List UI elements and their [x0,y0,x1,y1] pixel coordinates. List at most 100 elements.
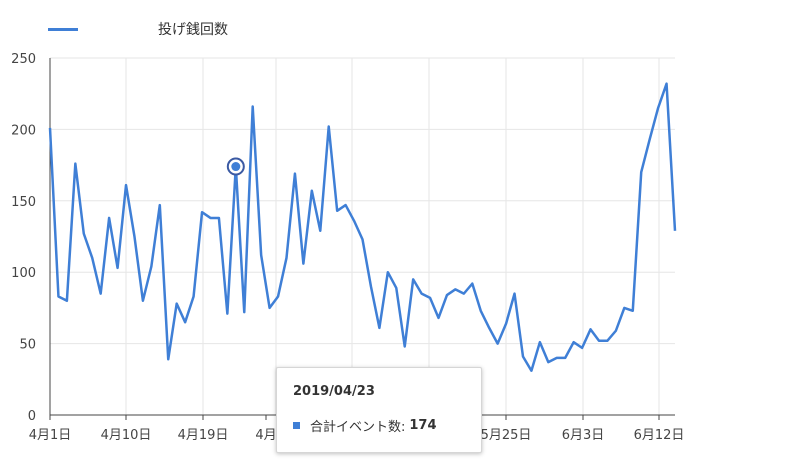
x-tick-label: 6月3日 [562,428,605,443]
data-point[interactable] [470,282,474,286]
data-point[interactable] [563,356,567,360]
y-tick-label: 50 [19,338,36,353]
x-tick-label: 4月19日 [178,428,229,443]
x-tick-label: 4月 [255,428,276,443]
data-point[interactable] [361,237,365,241]
data-point[interactable] [614,329,618,333]
tooltip-value: 174 [409,418,437,433]
tooltip-series-swatch-icon [293,422,300,429]
data-point[interactable] [166,357,170,361]
data-point[interactable] [580,346,584,350]
data-point[interactable] [445,293,449,297]
data-point[interactable] [411,277,415,281]
data-point[interactable] [276,294,280,298]
data-point[interactable] [589,327,593,331]
data-point[interactable] [386,270,390,274]
y-tick-label: 150 [11,195,36,210]
data-point[interactable] [394,286,398,290]
data-point[interactable] [310,189,314,193]
data-point[interactable] [335,209,339,213]
data-point[interactable] [208,216,212,220]
data-point[interactable] [192,294,196,298]
data-point[interactable] [200,210,204,214]
x-axis-ticks: 4月1日 4月10日 4月19日 4月 5月25日 6月3日 6月12日 [29,415,685,443]
data-point[interactable] [268,306,272,310]
data-point[interactable] [648,137,652,141]
legend-label: 投げ銭回数 [158,22,228,38]
data-point[interactable] [496,342,500,346]
y-tick-label: 100 [11,266,36,281]
highlight-marker[interactable] [226,157,245,176]
data-point[interactable] [529,369,533,373]
data-point[interactable] [622,306,626,310]
data-point[interactable] [597,339,601,343]
data-point[interactable] [284,256,288,260]
data-point[interactable] [175,302,179,306]
x-tick-label: 6月12日 [634,428,685,443]
data-point[interactable] [217,216,221,220]
data-point[interactable] [369,284,373,288]
data-point[interactable] [546,360,550,364]
data-point[interactable] [183,320,187,324]
data-point[interactable] [377,326,381,330]
data-point[interactable] [453,287,457,291]
data-point[interactable] [259,253,263,257]
tooltip-label: 合計イベント数: [310,420,406,435]
tooltip: 2019/04/23 合計イベント数: 174 [276,367,482,453]
data-point[interactable] [99,292,103,296]
x-tick-label: 4月10日 [101,428,152,443]
data-point[interactable] [521,354,525,358]
data-point[interactable] [242,310,246,314]
data-point[interactable] [504,322,508,326]
data-point[interactable] [124,183,128,187]
data-point[interactable] [82,232,86,236]
data-point[interactable] [318,229,322,233]
data-point[interactable] [48,126,52,130]
x-tick-label: 4月1日 [29,428,72,443]
data-point[interactable] [225,312,229,316]
data-point[interactable] [487,326,491,330]
y-axis-ticks: 0 50 100 150 200 250 [11,52,36,424]
data-point[interactable] [665,82,669,86]
legend-line-icon [48,27,78,31]
grid-lines [49,57,675,416]
y-tick-label: 200 [11,123,36,138]
data-point[interactable] [116,266,120,270]
data-point[interactable] [301,262,305,266]
data-point[interactable] [639,170,643,174]
data-point[interactable] [462,292,466,296]
tooltip-date: 2019/04/23 [293,384,375,399]
legend: 投げ銭回数 [48,16,228,42]
data-point[interactable] [538,340,542,344]
data-point[interactable] [352,219,356,223]
data-point[interactable] [73,162,77,166]
data-point[interactable] [293,172,297,176]
y-tick-label: 0 [28,409,36,424]
data-point[interactable] [673,229,677,233]
data-point[interactable] [479,309,483,313]
data-point[interactable] [251,105,255,109]
data-point[interactable] [65,299,69,303]
data-point[interactable] [403,344,407,348]
data-point[interactable] [420,292,424,296]
data-point[interactable] [344,203,348,207]
data-point[interactable] [141,299,145,303]
data-point[interactable] [327,125,331,129]
data-point[interactable] [132,235,136,239]
data-point[interactable] [572,340,576,344]
data-point[interactable] [428,296,432,300]
highlight-point[interactable] [231,162,241,172]
data-point[interactable] [513,292,517,296]
data-point[interactable] [90,256,94,260]
data-point[interactable] [555,356,559,360]
data-point[interactable] [107,216,111,220]
data-point[interactable] [631,309,635,313]
data-point[interactable] [56,294,60,298]
data-point[interactable] [656,106,660,110]
data-point[interactable] [158,203,162,207]
data-point[interactable] [437,316,441,320]
data-point[interactable] [149,264,153,268]
x-tick-label: 5月25日 [481,428,532,443]
data-point[interactable] [605,339,609,343]
